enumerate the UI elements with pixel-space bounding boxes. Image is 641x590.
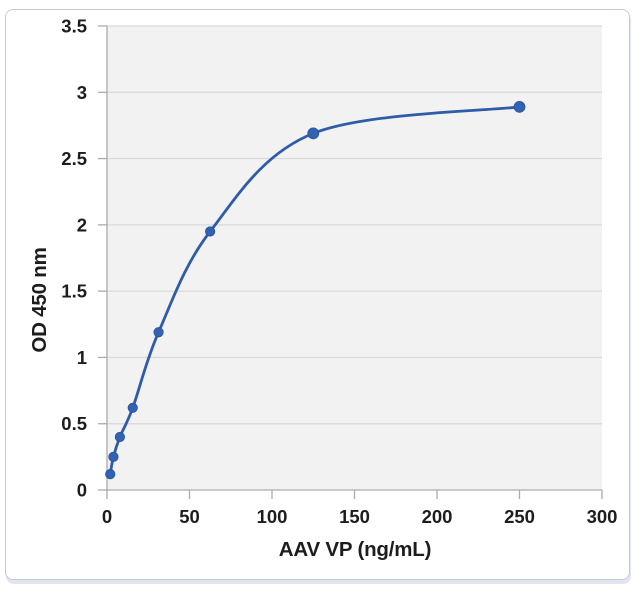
data-point-marker [153,327,164,338]
plot-area-bg [107,26,602,490]
data-point-marker [105,468,116,480]
y-tick-label: 2 [77,214,87,235]
x-tick-label: 50 [179,506,200,527]
curve-line [108,105,521,476]
x-tick-label: 0 [102,506,112,527]
x-tick-label: 200 [422,506,453,527]
y-axis-title: OD 450 nm [28,247,51,353]
data-point-marker [307,127,320,140]
data-point-marker [205,226,216,237]
data-point-marker [127,402,138,413]
y-tick-label: 3.5 [61,16,87,37]
y-tick-label: 0 [77,480,87,501]
data-point-marker [114,431,125,443]
x-tick-label: 300 [587,506,618,527]
data-point-marker [108,451,119,462]
x-axis-title: AAV VP (ng/mL) [278,538,432,561]
y-tick-label: 0.5 [61,413,87,434]
x-tick-label: 150 [339,506,370,527]
x-tick-label: 250 [504,506,535,527]
y-tick-label: 1 [77,347,87,368]
data-point-marker [513,100,526,113]
x-tick-label: 100 [257,506,288,527]
y-tick-label: 3 [77,82,87,103]
y-tick-label: 2.5 [61,148,87,169]
y-tick-label: 1.5 [61,281,87,302]
